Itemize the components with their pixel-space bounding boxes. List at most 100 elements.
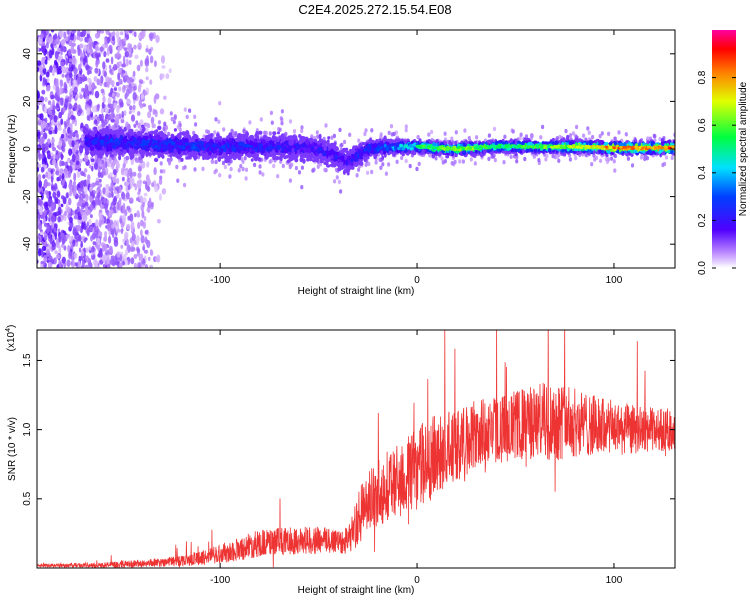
spectrogram-noise-cell <box>133 44 137 50</box>
spectrogram-noise-cell <box>41 249 44 258</box>
spectrogram-noise-cell <box>98 183 102 188</box>
spectrogram-noise-cell <box>84 84 88 90</box>
spectrogram-halo-cell <box>241 159 245 164</box>
spectrogram-noise-cell <box>71 140 75 148</box>
spectrogram-band-cell <box>255 131 259 136</box>
spectrogram-noise-cell <box>115 177 120 184</box>
spectrogram-halo-cell <box>258 170 262 175</box>
spectrogram-noise-cell <box>73 214 79 220</box>
spectrogram-noise-cell <box>139 103 144 109</box>
spectrogram-noise-cell <box>66 259 71 268</box>
spectrogram-halo-cell <box>461 159 465 164</box>
spectrogram-noise-cell <box>67 48 72 57</box>
spectrogram-halo-cell <box>593 157 597 162</box>
spectrogram-noise-cell <box>79 43 84 49</box>
spectrogram-noise-cell <box>72 131 76 138</box>
spectrogram-halo-cell <box>355 173 359 178</box>
spectrogram-noise-cell <box>95 180 100 186</box>
spectrogram-noise-cell <box>115 186 120 190</box>
spectrogram-noise-cell <box>55 93 58 101</box>
spectrogram-halo-cell <box>188 108 192 113</box>
spectrogram-noise-cell <box>98 218 102 227</box>
spectrogram-noise-cell <box>95 59 99 68</box>
spectrogram-halo-cell <box>440 156 444 161</box>
spectrogram-noise-cell <box>132 70 136 77</box>
spectrogram-noise-cell <box>135 120 139 126</box>
spectrogram-noise-cell <box>85 193 89 202</box>
spectrogram-noise-cell <box>112 168 117 176</box>
spectrogram-noise-cell <box>115 113 120 123</box>
spectrogram-noise-cell <box>101 244 106 252</box>
spectrogram-noise-cell <box>123 37 127 42</box>
spectrogram-noise-cell <box>128 59 132 65</box>
spectrogram-noise-cell <box>39 198 43 207</box>
spectrogram-noise-cell <box>76 169 81 178</box>
spectrogram-noise-cell <box>109 209 114 215</box>
spectrogram-noise-cell <box>67 126 71 134</box>
spectrogram-halo-cell <box>162 169 166 174</box>
spectrogram-noise-cell <box>69 88 73 95</box>
spectrogram-halo-cell <box>387 162 391 167</box>
spectrogram-halo-cell <box>443 131 447 136</box>
spectrogram-noise-cell <box>68 95 72 103</box>
spectrogram-noise-cell <box>47 153 52 160</box>
spectrogram-halo-cell <box>228 174 232 179</box>
spectrogram-noise-cell <box>134 54 139 60</box>
spectrogram-noise-cell <box>121 192 126 200</box>
spectrogram-noise-cell <box>116 92 120 98</box>
spectrogram-noise-cell <box>145 48 149 53</box>
spectrogram-noise-cell <box>84 255 90 263</box>
spectrogram-noise-cell <box>122 253 127 262</box>
spectrogram-noise-cell <box>67 111 72 118</box>
spectrogram-noise-cell <box>133 31 137 38</box>
spectrogram-halo-cell <box>417 161 421 167</box>
spectrogram-noise-cell <box>50 175 54 184</box>
spectrogram-noise-cell <box>49 114 54 121</box>
spectrogram-halo-cell <box>357 167 361 172</box>
spectrogram-noise-cell <box>163 95 167 100</box>
spectrogram-noise-cell <box>117 46 121 53</box>
spectrogram-halo-cell <box>370 169 374 175</box>
spectrogram-noise-cell <box>49 36 54 44</box>
spectrogram-noise-cell <box>128 77 133 81</box>
spectrogram-halo-cell <box>300 185 304 190</box>
spectrogram-noise-cell <box>117 72 121 81</box>
spectrogram-noise-cell <box>37 248 42 257</box>
spectrogram-noise-cell <box>146 177 151 186</box>
spectrogram-band-cell <box>327 136 331 140</box>
spectrogram-noise-cell <box>137 122 141 129</box>
spectrogram-halo-cell <box>229 166 233 172</box>
spectrogram-noise-cell <box>68 40 73 47</box>
spectrogram-noise-cell <box>45 42 49 49</box>
spectrogram-noise-cell <box>131 241 135 248</box>
spectrogram-noise-cell <box>124 51 130 58</box>
spectrogram-noise-cell <box>59 86 63 95</box>
spectrogram-halo-cell <box>389 124 394 129</box>
spectrogram-noise-cell <box>71 30 77 34</box>
spectrogram-noise-cell <box>42 77 46 82</box>
spectrogram-noise-cell <box>68 251 73 260</box>
spectrogram-halo-cell <box>427 132 431 137</box>
spectrogram-noise-cell <box>61 172 65 181</box>
spectrogram-halo-cell <box>213 130 217 135</box>
spectrogram-noise-cell <box>154 185 159 193</box>
spectrogram-noise-cell <box>144 264 149 268</box>
spectrogram-noise-cell <box>70 114 75 120</box>
spectrogram-noise-cell <box>126 205 131 211</box>
spectrogram-noise-cell <box>104 105 109 114</box>
spectrogram-noise-cell <box>96 54 100 61</box>
spectrogram-halo-cell <box>300 165 304 170</box>
spectrogram-noise-cell <box>86 107 91 116</box>
spectrogram-halo-cell <box>416 135 420 140</box>
spectrogram-noise-cell <box>139 195 144 204</box>
spectrogram-band-cell <box>574 138 579 142</box>
spectrogram-noise-cell <box>54 125 58 135</box>
spectrogram-noise-cell <box>86 114 90 121</box>
spectrogram-noise-cell <box>107 263 111 268</box>
spectrogram-noise-cell <box>73 252 78 259</box>
spectrogram-noise-cell <box>67 170 72 178</box>
spectrogram-noise-cell <box>122 205 126 214</box>
spectrogram-noise-cell <box>119 101 124 108</box>
spectrogram-halo-cell <box>613 168 617 173</box>
